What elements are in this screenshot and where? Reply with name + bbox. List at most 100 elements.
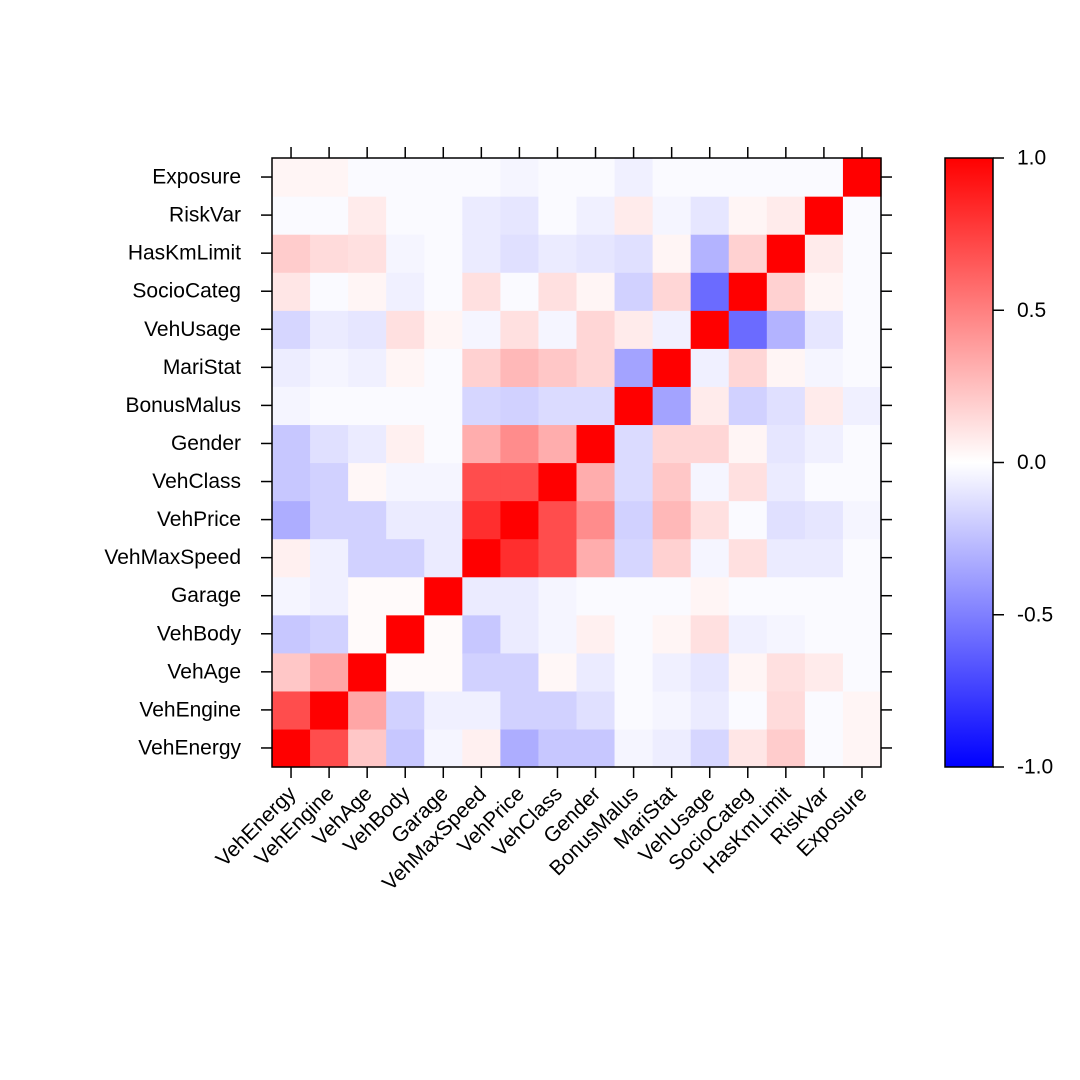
heatmap-cell-vehclass-vehclass bbox=[538, 462, 578, 502]
heatmap-cell-maristat-vehusage bbox=[652, 310, 692, 349]
heatmap-cell-vehprice-vehclass bbox=[500, 462, 540, 502]
heatmap-cell-vehprice-maristat bbox=[500, 348, 540, 387]
heatmap-cell-gender-vehprice bbox=[576, 500, 616, 540]
heatmap-cell-vehusage-haskmlimit bbox=[690, 234, 730, 273]
y-tick-label-sociocateg: SocioCateg bbox=[132, 280, 241, 303]
y-tick-label-vehbody: VehBody bbox=[157, 622, 242, 645]
heatmap-cell-garage-vehclass bbox=[424, 462, 463, 502]
heatmap-cell-vehclass-vehenergy bbox=[538, 728, 578, 768]
heatmap-cell-maristat-vehenergy bbox=[652, 728, 692, 768]
heatmap-cell-gender-vehbody bbox=[576, 614, 616, 654]
heatmap-cell-sociocateg-maristat bbox=[728, 348, 768, 387]
heatmap-cell-bonusmalus-vehclass bbox=[614, 462, 654, 502]
heatmap-cell-vehbody-vehbody bbox=[386, 614, 425, 654]
heatmap-cell-garage-vehage bbox=[424, 652, 463, 692]
heatmap-cell-riskvar-sociocateg bbox=[804, 272, 844, 311]
heatmap-cell-sociocateg-haskmlimit bbox=[728, 234, 768, 273]
heatmap-cell-vehengine-vehenergy bbox=[310, 728, 349, 768]
heatmap-cell-vehclass-vehengine bbox=[538, 690, 578, 730]
heatmap-cell-vehprice-gender bbox=[500, 424, 540, 464]
heatmap-cell-garage-gender bbox=[424, 424, 463, 464]
heatmap-cell-vehusage-vehmaxspeed bbox=[690, 538, 730, 578]
heatmap-cell-vehmaxspeed-bonusmalus bbox=[462, 386, 501, 426]
heatmap-cell-gender-gender bbox=[576, 424, 616, 464]
colorbar-tick-label-0: 1.0 bbox=[1017, 147, 1046, 170]
heatmap-cell-vehage-exposure bbox=[348, 158, 387, 197]
heatmap-cell-vehengine-vehusage bbox=[310, 310, 349, 349]
heatmap-cell-bonusmalus-vehenergy bbox=[614, 728, 654, 768]
heatmap-cell-vehprice-vehenergy bbox=[500, 728, 540, 768]
heatmap-cell-vehclass-vehprice bbox=[538, 500, 578, 540]
heatmap-cell-vehprice-vehage bbox=[500, 652, 540, 692]
y-tick-label-riskvar: RiskVar bbox=[169, 204, 241, 227]
heatmap-cell-vehbody-vehmaxspeed bbox=[386, 538, 425, 578]
y-tick-label-haskmlimit: HasKmLimit bbox=[128, 242, 241, 265]
heatmap-cell-maristat-vehprice bbox=[652, 500, 692, 540]
heatmap-cell-vehage-haskmlimit bbox=[348, 234, 387, 273]
heatmap-cell-vehengine-haskmlimit bbox=[310, 234, 349, 273]
heatmap-cell-vehprice-haskmlimit bbox=[500, 234, 540, 273]
heatmap-cell-vehprice-exposure bbox=[500, 158, 540, 197]
heatmap-cell-bonusmalus-vehusage bbox=[614, 310, 654, 349]
heatmap-cell-vehclass-vehage bbox=[538, 652, 578, 692]
heatmap-cell-gender-maristat bbox=[576, 348, 616, 387]
heatmap-cell-vehusage-riskvar bbox=[690, 196, 730, 235]
heatmap-cell-vehmaxspeed-sociocateg bbox=[462, 272, 501, 311]
heatmap-cell-vehage-vehusage bbox=[348, 310, 387, 349]
heatmap-cell-vehprice-riskvar bbox=[500, 196, 540, 235]
heatmap-cell-vehusage-vehclass bbox=[690, 462, 730, 502]
heatmap-cell-vehage-vehenergy bbox=[348, 728, 387, 768]
heatmap-cell-riskvar-vehengine bbox=[804, 690, 844, 730]
heatmap-cell-vehusage-vehusage bbox=[690, 310, 730, 349]
heatmap-cell-haskmlimit-vehusage bbox=[766, 310, 806, 349]
heatmap-cell-sociocateg-vehprice bbox=[728, 500, 768, 540]
heatmap-cell-exposure-vehengine bbox=[842, 690, 882, 730]
heatmap-cell-haskmlimit-gender bbox=[766, 424, 806, 464]
heatmap-cell-vehenergy-vehage bbox=[272, 652, 311, 692]
heatmap-cell-haskmlimit-exposure bbox=[766, 158, 806, 197]
heatmap-cell-garage-vehenergy bbox=[424, 728, 463, 768]
heatmap-cell-vehbody-sociocateg bbox=[386, 272, 425, 311]
heatmap-cell-maristat-haskmlimit bbox=[652, 234, 692, 273]
heatmap-cell-riskvar-vehclass bbox=[804, 462, 844, 502]
heatmap-cell-exposure-haskmlimit bbox=[842, 234, 882, 273]
heatmap-cell-vehage-vehprice bbox=[348, 500, 387, 540]
heatmap-cell-riskvar-vehbody bbox=[804, 614, 844, 654]
heatmap-cell-vehmaxspeed-riskvar bbox=[462, 196, 501, 235]
heatmap-cell-vehclass-garage bbox=[538, 576, 578, 616]
heatmap-cell-sociocateg-vehage bbox=[728, 652, 768, 692]
y-tick-label-maristat: MariStat bbox=[163, 356, 241, 379]
heatmap-cell-garage-vehbody bbox=[424, 614, 463, 654]
heatmap-cell-vehbody-vehusage bbox=[386, 310, 425, 349]
heatmap-cell-bonusmalus-maristat bbox=[614, 348, 654, 387]
heatmap-cell-vehengine-vehengine bbox=[310, 690, 349, 730]
colorbar-tick-label-1: 0.5 bbox=[1017, 299, 1046, 322]
heatmap-cell-vehusage-sociocateg bbox=[690, 272, 730, 311]
heatmap-cell-vehenergy-vehclass bbox=[272, 462, 311, 502]
heatmap-cell-gender-bonusmalus bbox=[576, 386, 616, 426]
heatmap-cell-vehage-vehengine bbox=[348, 690, 387, 730]
heatmap-cell-vehusage-gender bbox=[690, 424, 730, 464]
colorbar bbox=[944, 157, 994, 768]
colorbar-tick-label-3: -0.5 bbox=[1017, 603, 1053, 626]
heatmap-cell-exposure-bonusmalus bbox=[842, 386, 882, 426]
y-tick-label-vehengine: VehEngine bbox=[139, 698, 241, 721]
heatmap-cell-haskmlimit-vehage bbox=[766, 652, 806, 692]
y-tick-label-vehmaxspeed: VehMaxSpeed bbox=[104, 546, 241, 569]
heatmap-cell-maristat-vehage bbox=[652, 652, 692, 692]
heatmap-cell-haskmlimit-vehenergy bbox=[766, 728, 806, 768]
heatmap-cell-vehusage-maristat bbox=[690, 348, 730, 387]
heatmap-cell-riskvar-gender bbox=[804, 424, 844, 464]
heatmap-cell-sociocateg-vehmaxspeed bbox=[728, 538, 768, 578]
heatmap-cell-vehclass-gender bbox=[538, 424, 578, 464]
heatmap-cell-vehenergy-garage bbox=[272, 576, 311, 616]
heatmap-cell-exposure-vehusage bbox=[842, 310, 882, 349]
heatmap-cell-vehenergy-vehprice bbox=[272, 500, 311, 540]
heatmap-cell-vehusage-vehprice bbox=[690, 500, 730, 540]
heatmap-cell-riskvar-maristat bbox=[804, 348, 844, 387]
heatmap-cell-haskmlimit-bonusmalus bbox=[766, 386, 806, 426]
heatmap-cell-vehclass-bonusmalus bbox=[538, 386, 578, 426]
heatmap-cell-vehmaxspeed-vehusage bbox=[462, 310, 501, 349]
heatmap-cell-haskmlimit-sociocateg bbox=[766, 272, 806, 311]
heatmap-cell-gender-vehage bbox=[576, 652, 616, 692]
